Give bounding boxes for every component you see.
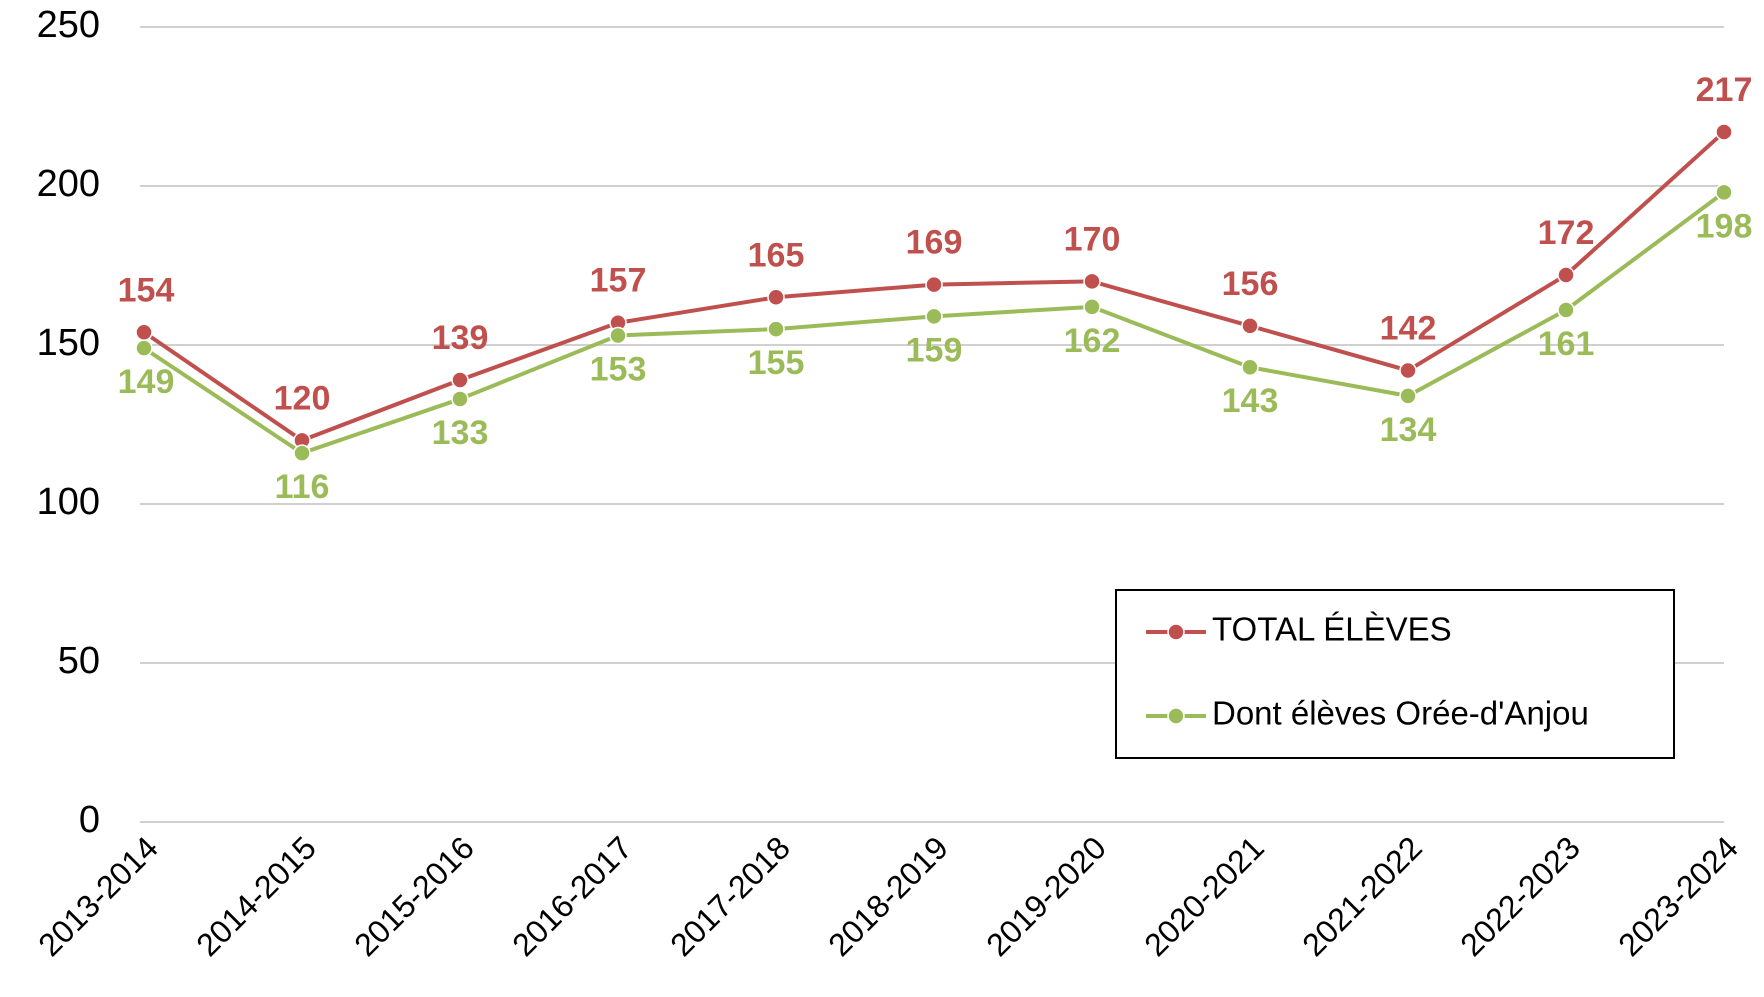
- data-label: 162: [1064, 322, 1121, 360]
- y-tick-label: 200: [37, 163, 100, 205]
- point: [451, 390, 469, 408]
- legend-box: [1115, 589, 1675, 759]
- point: [1557, 301, 1575, 319]
- data-label: 116: [275, 468, 330, 506]
- point: [925, 307, 943, 326]
- point: [135, 339, 153, 357]
- y-tick-label: 100: [37, 481, 100, 523]
- data-label: 198: [1696, 207, 1753, 245]
- legend-marker: [1167, 707, 1185, 725]
- point: [1083, 272, 1101, 291]
- y-tick-label: 50: [58, 640, 100, 682]
- point: [1399, 361, 1417, 380]
- data-label: 142: [1380, 309, 1437, 347]
- y-tick-label: 150: [37, 322, 100, 364]
- x-tick-label: 2018-2019: [821, 829, 955, 963]
- data-label: 154: [118, 271, 175, 309]
- x-tick-label: 2013-2014: [31, 829, 165, 963]
- data-label: 133: [432, 414, 489, 452]
- legend-marker: [1167, 623, 1185, 641]
- point: [1083, 298, 1101, 316]
- point: [1241, 358, 1259, 377]
- data-label: 172: [1538, 214, 1595, 252]
- data-label: 157: [590, 262, 647, 300]
- x-tick-label: 2019-2020: [979, 829, 1113, 963]
- data-label: 170: [1064, 220, 1121, 258]
- data-label: 161: [1538, 325, 1595, 363]
- legend-label: TOTAL ÉLÈVES: [1212, 611, 1452, 648]
- point: [293, 444, 311, 462]
- point: [1399, 387, 1417, 405]
- point: [451, 371, 469, 389]
- x-tick-label: 2016-2017: [505, 829, 639, 963]
- data-label: 149: [118, 363, 175, 401]
- point: [1715, 123, 1733, 141]
- x-tick-label: 2022-2023: [1453, 829, 1587, 963]
- data-label: 143: [1222, 382, 1279, 420]
- point: [767, 320, 785, 338]
- y-tick-label: 250: [37, 4, 100, 46]
- x-tick-label: 2021-2022: [1295, 829, 1429, 963]
- data-label: 159: [906, 331, 963, 369]
- x-tick-label: 2014-2015: [189, 829, 323, 963]
- data-label: 156: [1222, 265, 1279, 303]
- data-label: 169: [906, 224, 963, 262]
- point: [925, 275, 943, 294]
- data-label: 155: [748, 344, 805, 382]
- point: [1557, 266, 1575, 284]
- x-tick-label: 2020-2021: [1137, 829, 1271, 963]
- point: [767, 288, 785, 307]
- y-tick-label: 0: [79, 799, 100, 841]
- point: [1241, 317, 1259, 335]
- point: [609, 326, 627, 345]
- data-label: 134: [1380, 411, 1437, 449]
- data-label: 139: [432, 319, 489, 357]
- data-label: 153: [590, 350, 647, 388]
- x-tick-label: 2023-2024: [1611, 829, 1745, 963]
- point: [135, 323, 153, 342]
- x-tick-label: 2017-2018: [663, 829, 797, 963]
- data-label: 217: [1696, 71, 1753, 109]
- data-label: 165: [748, 236, 805, 274]
- point: [1715, 183, 1733, 202]
- legend-label: Dont élèves Orée-d'Anjou: [1212, 695, 1589, 732]
- x-tick-label: 2015-2016: [347, 829, 481, 963]
- data-label: 120: [274, 379, 331, 417]
